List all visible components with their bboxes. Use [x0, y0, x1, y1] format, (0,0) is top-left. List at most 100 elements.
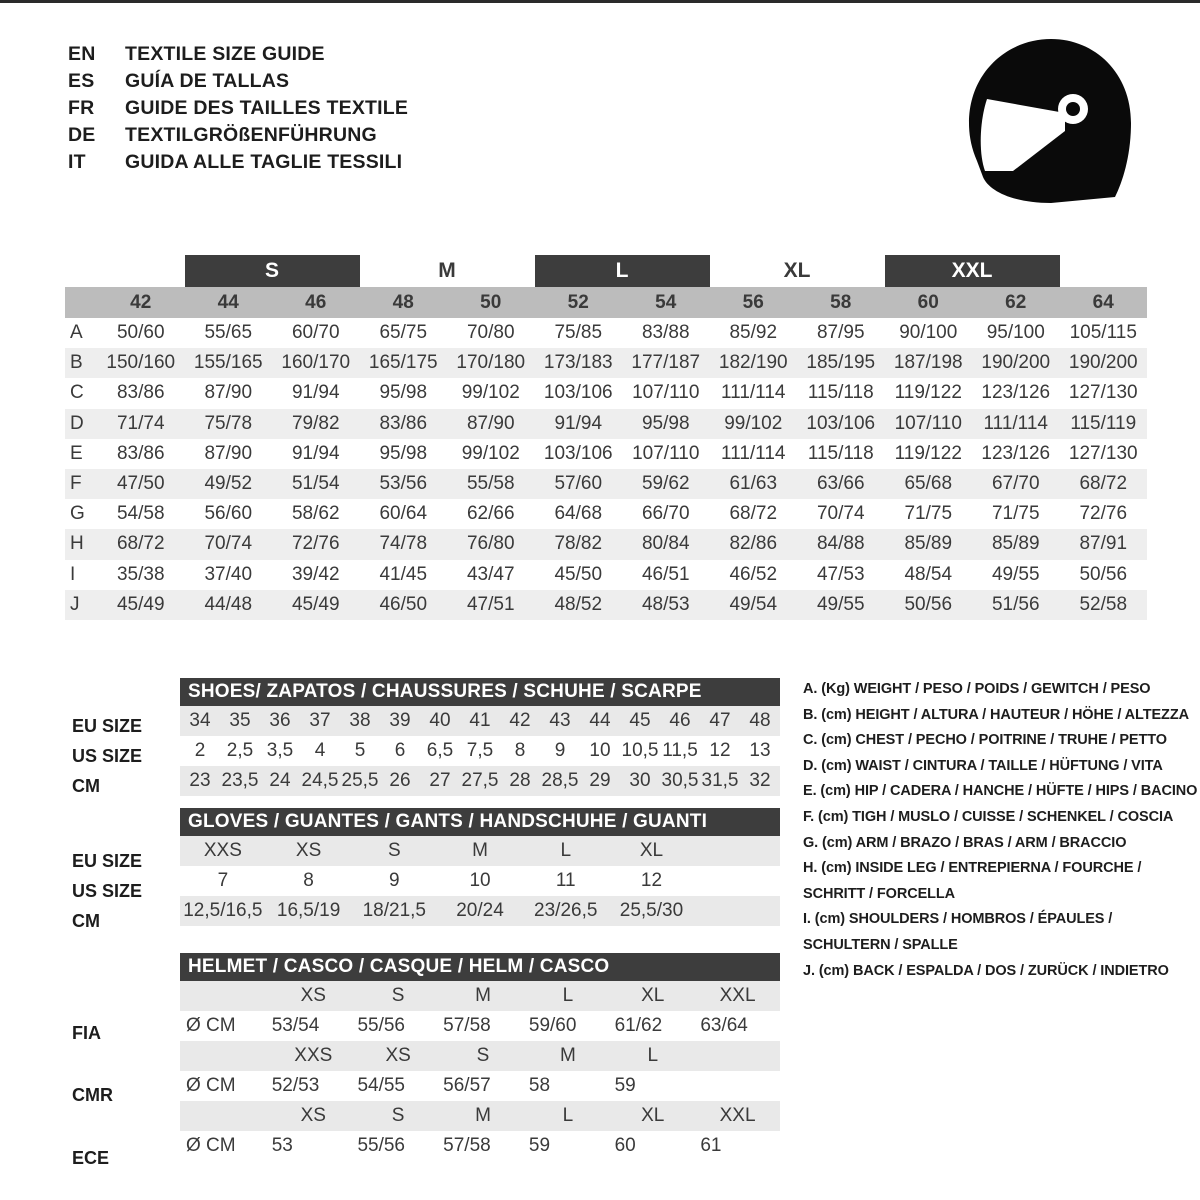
- title-text: TEXTILGRÖßENFÜHRUNG: [125, 124, 377, 146]
- table-cell: 30,5: [661, 770, 699, 791]
- table-cell: 2: [194, 740, 206, 761]
- table-cell: 46/51: [641, 563, 690, 585]
- table-cell: 85/92: [729, 322, 778, 344]
- helmet-size-row-fia: XS S M L XL XXL: [180, 981, 780, 1011]
- table-cell: 26: [389, 770, 411, 791]
- table-cell: M: [475, 985, 491, 1006]
- title-text: GUIDE DES TAILLES TEXTILE: [125, 97, 409, 119]
- table-cell: 190/200: [1068, 352, 1138, 374]
- table-cell: 103/106: [543, 442, 613, 464]
- racing-helmet-icon: [955, 31, 1145, 211]
- helmet-row-label-cmr: CMR: [72, 1085, 113, 1105]
- table-cell: 27,5: [461, 770, 499, 791]
- legend-line: SCHULTERN / SPALLE: [803, 936, 958, 953]
- table-cell: 43/47: [466, 563, 515, 585]
- table-cell: 40: [429, 710, 451, 731]
- band-tail-spacer: [1060, 255, 1148, 287]
- row-label-h: H: [70, 533, 84, 555]
- table-cell: 27: [429, 770, 451, 791]
- table-cell: 76/80: [466, 533, 515, 555]
- table-cell: 83/86: [116, 382, 165, 404]
- table-cell: 8: [514, 740, 526, 761]
- table-cell: 75/78: [204, 412, 253, 434]
- table-cell: 165/175: [368, 352, 438, 374]
- title-text: TEXTILE SIZE GUIDE: [125, 43, 325, 65]
- table-cell: 59/60: [528, 1015, 577, 1036]
- table-cell: 63/64: [700, 1015, 748, 1036]
- table-cell: 48: [749, 710, 771, 731]
- table-cell: 46/52: [729, 563, 778, 585]
- legend-line: SCHRITT / FORCELLA: [803, 885, 956, 902]
- table-cell: S: [387, 840, 401, 861]
- table-cell: 49/55: [816, 593, 865, 615]
- table-cell: 55/56: [357, 1015, 405, 1036]
- table-cell: 68/72: [116, 533, 165, 555]
- helmet-value-row-ece: Ø CM 53 55/56 57/58 59 60 61: [180, 1131, 780, 1161]
- table-cell: 45/49: [291, 593, 340, 615]
- table-cell: S: [391, 985, 405, 1006]
- table-cell: 60: [614, 1135, 636, 1156]
- table-cell: 54/58: [116, 503, 165, 525]
- table-cell: 12: [709, 740, 731, 761]
- table-cell: 11: [555, 870, 576, 891]
- table-cell: 4: [314, 740, 326, 761]
- legend-line: I. (cm) SHOULDERS / HOMBROS / ÉPAULES /: [803, 911, 1113, 928]
- table-cell: 32: [749, 770, 771, 791]
- table-cell: 7,5: [466, 740, 494, 761]
- table-cell: 30: [629, 770, 651, 791]
- table-cell: 44: [589, 710, 611, 731]
- table-row: B 150/160 155/165 160/170 165/175 170/180 173/…: [65, 348, 1147, 379]
- table-cell: 10: [469, 870, 491, 891]
- table-row: 23 23,5 24 24,5 25,5 26 27 27,5 28 28,5 29 30 30,5 31…: [180, 766, 780, 796]
- table-cell: XXL: [719, 1105, 756, 1126]
- title-row-fr: FR GUIDE DES TAILLES TEXTILE: [68, 97, 628, 124]
- row-label-j: J: [70, 593, 80, 615]
- table-cell: L: [562, 985, 574, 1006]
- column-header-54: 54: [655, 291, 677, 313]
- helmet-unit-label: Ø CM: [186, 1015, 236, 1036]
- table-cell: 71/75: [991, 503, 1040, 525]
- table-cell: S: [391, 1105, 405, 1126]
- table-cell: XXS: [203, 840, 242, 861]
- size-band-l: L: [534, 255, 710, 287]
- table-cell: 29: [589, 770, 611, 791]
- row-label-a: A: [70, 322, 83, 344]
- table-cell: 127/130: [1068, 382, 1138, 404]
- table-cell: 47/50: [116, 473, 165, 495]
- table-cell: 35: [229, 710, 251, 731]
- size-band-m: M: [438, 259, 456, 282]
- table-cell: 13: [749, 740, 771, 761]
- column-header-62: 62: [1005, 291, 1027, 313]
- table-cell: 43: [549, 710, 571, 731]
- table-cell: 57/58: [443, 1135, 491, 1156]
- title-row-it: IT GUIDA ALLE TAGLIE TESSILI: [68, 151, 628, 178]
- table-cell: L: [562, 1105, 574, 1126]
- table-cell: 65/75: [379, 322, 428, 344]
- title-text: GUIDA ALLE TAGLIE TESSILI: [125, 151, 403, 173]
- table-cell: XL: [641, 1105, 665, 1126]
- table-cell: 67/70: [991, 473, 1040, 495]
- legend-line: E. (cm) HIP / CADERA / HANCHE / HÜFTE / …: [803, 783, 1198, 800]
- table-cell: 11,5: [662, 740, 698, 761]
- table-cell: 55/65: [204, 322, 253, 344]
- table-cell: 46: [669, 710, 691, 731]
- table-cell: 70/74: [816, 503, 865, 525]
- legend-line: A. (Kg) WEIGHT / PESO / POIDS / GEWITCH …: [803, 681, 1151, 697]
- table-cell: 5: [354, 740, 366, 761]
- band-lead-spacer: [97, 255, 185, 287]
- shoes-size-table: SHOES/ ZAPATOS / CHAUSSURES / SCHUHE / S…: [180, 678, 780, 796]
- table-cell: 61: [700, 1135, 722, 1156]
- table-cell: 83/86: [116, 442, 165, 464]
- table-cell: 28: [509, 770, 531, 791]
- legend-line: J. (cm) BACK / ESPALDA / DOS / ZURÜCK / …: [803, 962, 1169, 979]
- table-cell: 16,5/19: [276, 900, 341, 921]
- table-cell: 45/49: [116, 593, 165, 615]
- table-cell: 12: [640, 870, 663, 891]
- table-cell: 55/56: [357, 1135, 405, 1156]
- table-cell: 62/66: [466, 503, 515, 525]
- table-cell: 99/102: [724, 412, 783, 434]
- table-cell: 190/200: [981, 352, 1051, 374]
- table-cell: 12,5/16,5: [183, 900, 263, 921]
- table-cell: 83/86: [379, 412, 428, 434]
- table-cell: 123/126: [981, 442, 1051, 464]
